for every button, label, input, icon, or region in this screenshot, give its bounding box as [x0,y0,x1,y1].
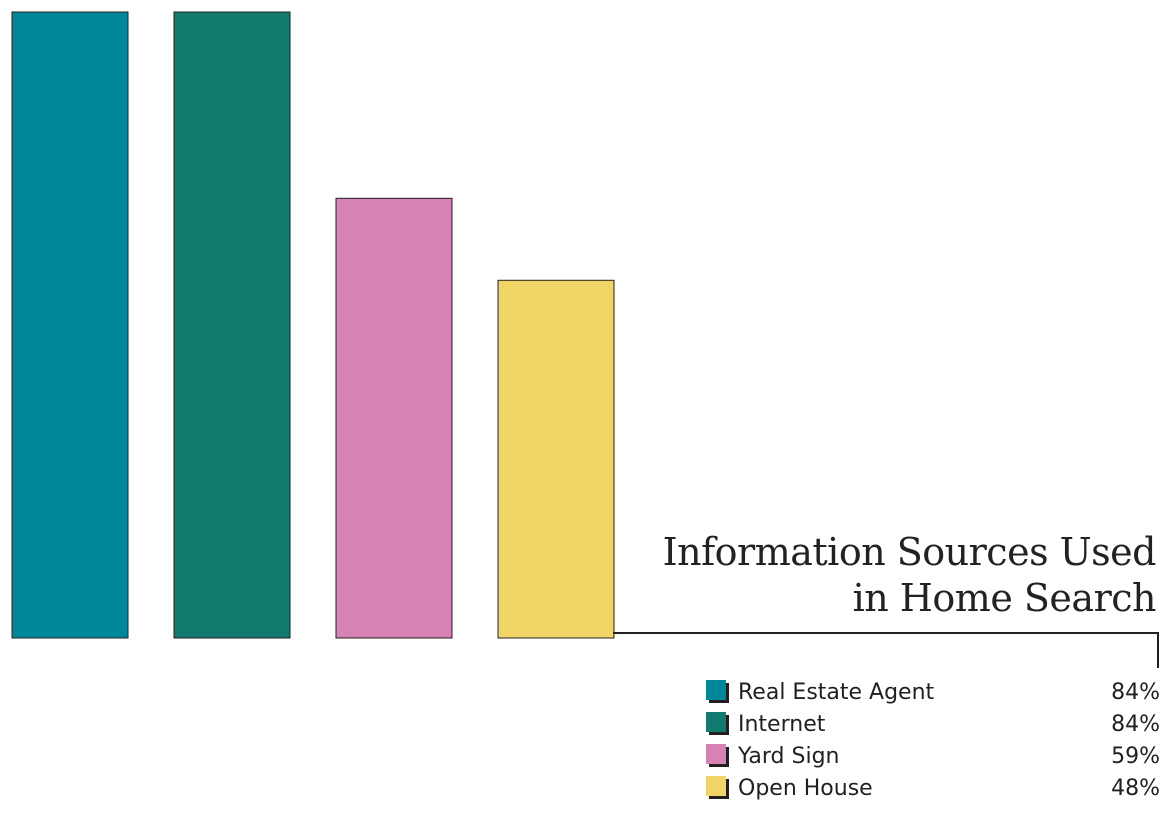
legend-label-open-house: Open House [738,776,873,801]
legend-value-internet: 84% [1111,712,1160,737]
bar-real-estate-agent [11,11,129,639]
chart-title-line-2: in Home Search [853,576,1156,620]
legend-swatch-internet [706,712,726,732]
legend-label-yard-sign: Yard Sign [737,744,840,769]
legend-value-real-estate-agent: 84% [1111,680,1160,705]
legend-swatch-open-house [706,776,726,796]
bar-yard-sign [335,197,453,639]
legend-label-real-estate-agent: Real Estate Agent [738,680,935,705]
bar-internet [173,11,291,639]
legend-swatch-yard-sign [706,744,726,764]
legend-leader-line [613,632,1159,668]
legend-value-open-house: 48% [1111,776,1160,801]
legend: Real Estate Agent 84% Internet 84% Yard Sign… [706,680,1160,801]
chart-title-line-1: Information Sources Used [663,530,1157,574]
bars-group [11,11,615,639]
legend-value-yard-sign: 59% [1111,744,1160,769]
legend-swatch-real-estate-agent [706,680,726,700]
legend-label-internet: Internet [738,712,826,737]
bar-open-house [497,279,615,639]
